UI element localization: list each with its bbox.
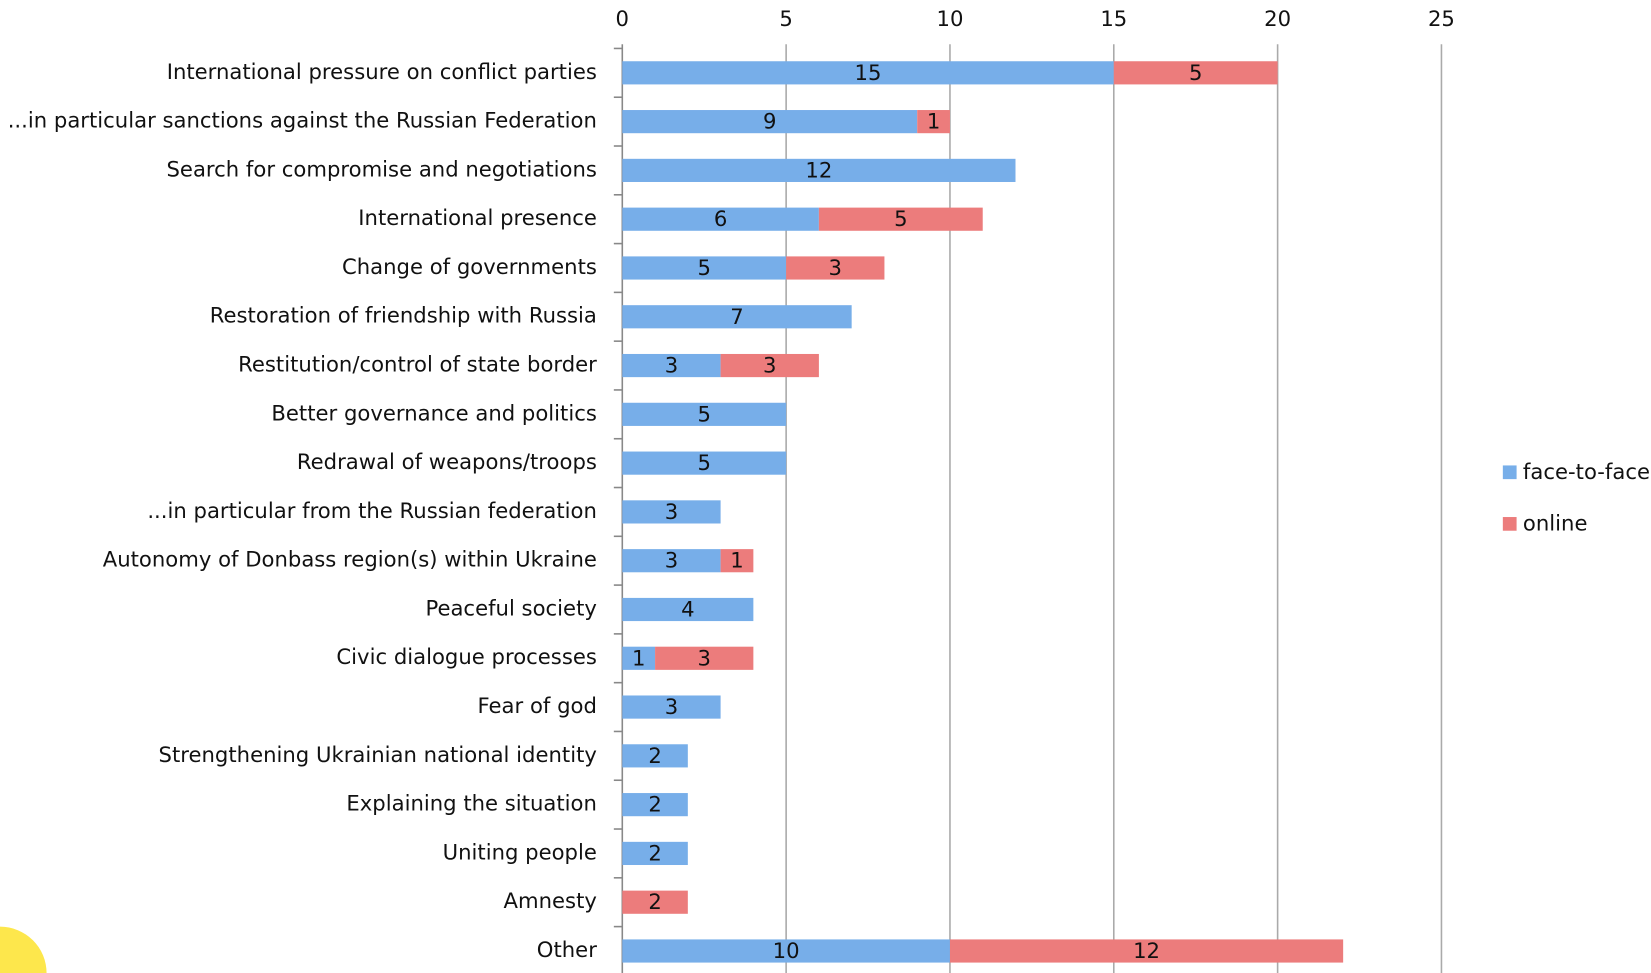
bar-segment [622,353,721,378]
bar-segment [622,841,688,866]
y-tick-label: Fear of god [478,693,597,718]
data-label: 9 [763,109,776,134]
data-label: 12 [1133,938,1160,963]
bar-segment [1113,61,1278,85]
x-tick-label: 25 [1428,6,1455,31]
x-tick-label: 0 [616,6,629,31]
bar-segment [622,61,1114,85]
y-tick-label: Search for compromise and negotiations [166,156,596,181]
data-label: 1 [632,645,645,670]
data-label: 2 [648,792,661,817]
bar-segment [720,549,754,573]
bar-segment [622,500,721,524]
y-tick-label: Uniting people [443,839,597,864]
data-label: 12 [805,157,832,182]
y-tick-label: Peaceful society [425,596,596,621]
data-label: 3 [665,694,678,719]
data-label: 5 [697,255,710,280]
legend-label: online [1523,510,1588,535]
data-label: 3 [665,548,678,573]
y-tick-label: International presence [358,205,597,230]
y-tick-label: Strengthening Ukrainian national identit… [159,742,597,767]
bar-segment [622,695,721,719]
bar-segment [622,256,787,280]
data-label: 1 [927,109,940,134]
y-tick-label: Better governance and politics [271,400,597,425]
bar-segment [786,256,885,280]
bar-segment [622,939,950,963]
data-label: 3 [697,645,710,670]
data-label: 5 [894,206,907,231]
y-tick-label: Restoration of friendship with Russia [210,303,597,328]
bar-segment [622,646,656,670]
data-label: 2 [648,743,661,768]
y-tick-label: Redrawal of weapons/troops [297,449,597,474]
x-tick-label: 20 [1264,6,1291,31]
bar-segment [622,305,852,329]
data-label: 5 [697,450,710,475]
decoration [0,926,47,973]
bar-segment [622,402,787,426]
y-tick-label: International pressure on conflict parti… [167,59,597,84]
legend-label: face-to-face [1523,459,1650,484]
data-label: 15 [855,60,882,85]
y-tick-label: Amnesty [504,888,597,913]
bar-segment [655,646,754,670]
data-label: 5 [697,401,710,426]
y-tick-label: Change of governments [342,254,597,279]
bar-segment [622,744,688,768]
x-tick-label: 10 [936,6,963,31]
bar-segment [622,158,1016,182]
data-label: 10 [773,938,800,963]
bar-segment [622,597,754,622]
data-label: 1 [730,548,743,573]
data-label: 3 [665,353,678,378]
data-label: 3 [829,255,842,280]
data-label: 4 [681,597,694,622]
bar-segment [622,451,787,475]
y-tick-label: Restitution/control of state border [238,352,597,377]
y-tick-label: ...in particular from the Russian federa… [147,498,597,523]
bar-segment [622,207,819,231]
data-label: 3 [763,353,776,378]
bar-segment [622,110,918,134]
data-label: 2 [648,889,661,914]
bar-segment [622,793,688,817]
x-tick-label: 5 [779,6,792,31]
data-label: 5 [1189,60,1202,85]
x-tick-label: 15 [1100,6,1127,31]
bar-segment [720,353,819,378]
bar-segment [949,939,1344,963]
bar-segment [622,549,721,573]
y-tick-label: Civic dialogue processes [336,644,596,669]
bar-segment [818,207,983,231]
y-tick-label: Autonomy of Donbass region(s) within Ukr… [103,547,597,572]
y-tick-label: Explaining the situation [346,791,597,816]
bar-segment [622,890,688,914]
data-label: 3 [665,499,678,524]
legend-swatch [1502,517,1517,531]
y-tick-label: ...in particular sanctions against the R… [8,108,597,133]
data-label: 7 [730,304,743,329]
y-tick-label: Other [537,937,597,962]
data-label: 2 [648,841,661,866]
bar-segment [917,110,950,134]
data-label: 6 [714,206,727,231]
legend-swatch [1502,465,1517,480]
